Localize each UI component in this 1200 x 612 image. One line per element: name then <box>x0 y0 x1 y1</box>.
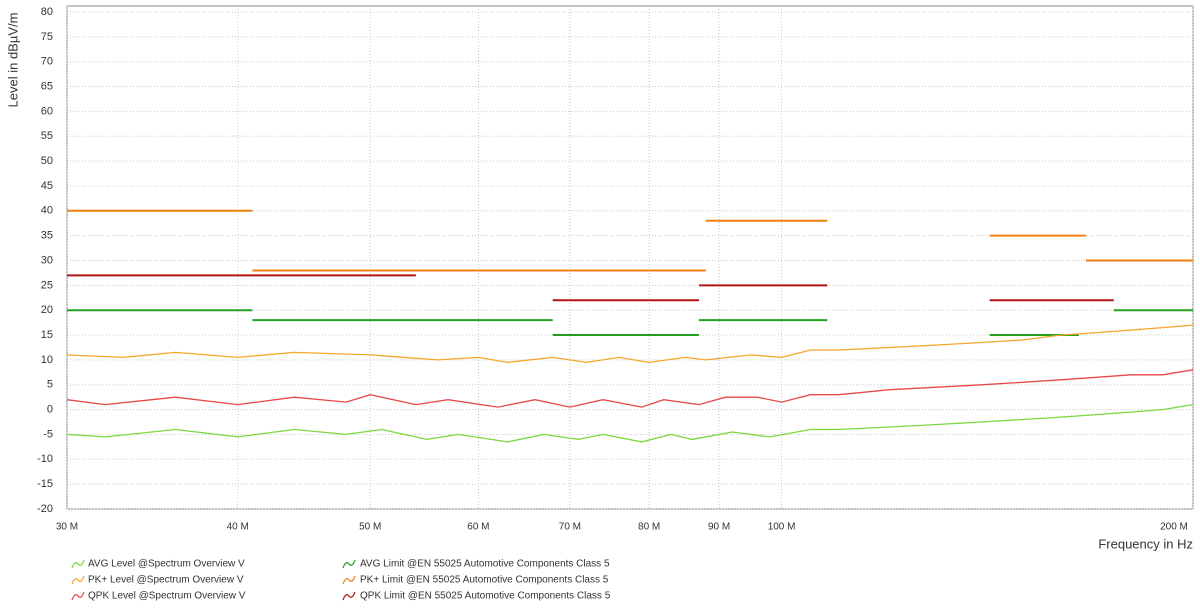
legend-icon <box>71 591 85 601</box>
legend-icon <box>342 559 356 569</box>
legend-label: PK+ Level @Spectrum Overview V <box>88 575 244 586</box>
y-tick-label: 35 <box>41 230 53 242</box>
y-tick-label: -5 <box>43 428 53 440</box>
y-tick-label: 65 <box>41 80 53 92</box>
legend-icon <box>71 575 85 585</box>
legend-label: AVG Level @Spectrum Overview V <box>88 559 245 570</box>
trace <box>66 403 1194 443</box>
x-tick-label: 80 M <box>638 522 660 533</box>
y-tick-label: 70 <box>41 56 53 68</box>
y-tick-label: 55 <box>41 130 53 142</box>
x-tick-label: 30 M <box>56 522 78 533</box>
legend-label: QPK Level @Spectrum Overview V <box>88 591 246 602</box>
trace <box>66 324 1194 364</box>
x-axis-label: Frequency in Hz <box>1098 536 1193 551</box>
y-tick-label: 0 <box>47 404 53 416</box>
legend-icon <box>71 559 85 569</box>
x-tick-label: 200 M <box>1160 522 1188 533</box>
trace <box>66 369 1194 408</box>
legend-label: AVG Limit @EN 55025 Automotive Component… <box>360 559 610 570</box>
y-tick-label: 45 <box>41 180 53 192</box>
y-axis-label: Level in dBµV/m <box>5 13 20 108</box>
y-tick-label: 15 <box>41 329 53 341</box>
y-tick-label: -10 <box>37 453 53 465</box>
legend-label: PK+ Limit @EN 55025 Automotive Component… <box>360 575 609 586</box>
y-tick-label: 50 <box>41 155 53 167</box>
y-tick-label: 75 <box>41 31 53 43</box>
legend-icon <box>342 575 356 585</box>
x-tick-label: 40 M <box>227 522 249 533</box>
x-tick-label: 70 M <box>559 522 581 533</box>
x-tick-label: 50 M <box>359 522 381 533</box>
legend-icon <box>342 591 356 601</box>
x-tick-label: 60 M <box>467 522 489 533</box>
y-tick-label: 5 <box>47 379 53 391</box>
y-tick-label: 40 <box>41 205 53 217</box>
y-tick-label: 10 <box>41 354 53 366</box>
plot-area <box>66 5 1194 510</box>
y-tick-label: 20 <box>41 304 53 316</box>
y-tick-label: -20 <box>37 503 53 515</box>
y-tick-label: 25 <box>41 279 53 291</box>
y-tick-label: -15 <box>37 478 53 490</box>
y-tick-label: 80 <box>41 6 53 18</box>
x-tick-label: 100 M <box>768 522 796 533</box>
legend-label: QPK Limit @EN 55025 Automotive Component… <box>360 591 611 602</box>
y-tick-label: 30 <box>41 254 53 266</box>
x-tick-label: 90 M <box>708 522 730 533</box>
y-tick-label: 60 <box>41 105 53 117</box>
